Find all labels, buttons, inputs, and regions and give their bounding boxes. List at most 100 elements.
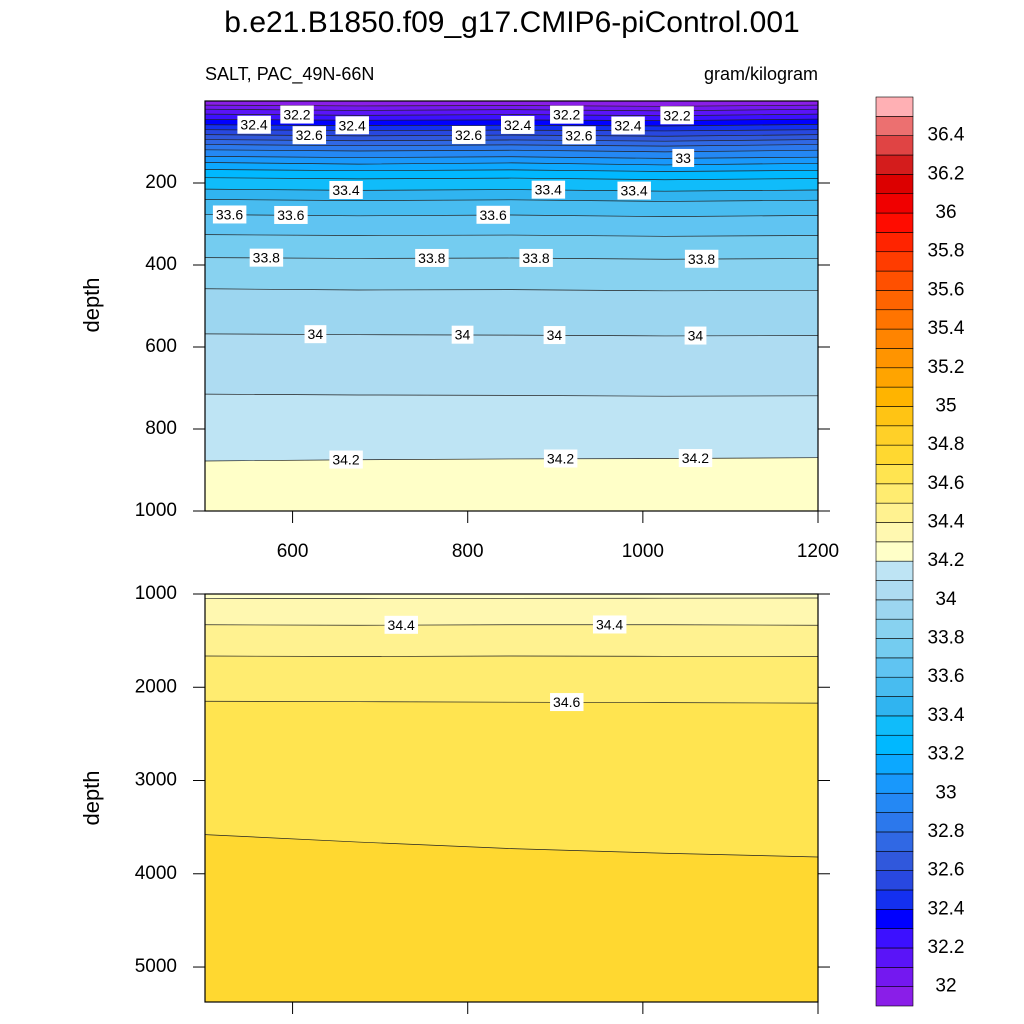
- contour-line: [205, 288, 818, 292]
- colorbar-box: [875, 270, 914, 291]
- colorbar-box: [875, 889, 914, 910]
- colorbar-box: [875, 483, 914, 504]
- contour-label: 33.8: [418, 250, 445, 266]
- colorbar-label: 36: [935, 202, 956, 223]
- contour-line: [205, 700, 818, 704]
- contour-line: [205, 597, 818, 600]
- contour-label: 34: [455, 327, 471, 343]
- contour-label-box: [451, 125, 486, 144]
- colorbar-box: [875, 580, 914, 601]
- colorbar-box: [875, 715, 914, 736]
- colorbar-label: 32.2: [928, 937, 965, 958]
- colorbar-label: 33.6: [928, 666, 965, 687]
- y-tick-label: 4000: [135, 863, 177, 884]
- contour-line: [205, 156, 818, 159]
- contour-label-box: [562, 126, 596, 145]
- contour-label: 32.6: [455, 127, 482, 143]
- colorbar-label: 33: [935, 782, 956, 803]
- colorbar-box: [875, 967, 914, 987]
- colorbar-box: [875, 425, 914, 446]
- colorbar-box: [875, 812, 914, 833]
- contour-label-box: [660, 106, 694, 125]
- contour-label: 34: [688, 328, 704, 344]
- colorbar-box: [875, 502, 914, 523]
- contour-label-box: [611, 116, 645, 135]
- contour-label: 34.2: [682, 450, 709, 466]
- contour-label: 32.2: [283, 107, 310, 123]
- colorbar-box: [875, 444, 914, 465]
- contour-label-box: [335, 116, 369, 135]
- contour-label-box: [550, 105, 584, 124]
- colorbar-label: 34.2: [928, 550, 965, 571]
- contour-label-box: [329, 180, 363, 199]
- colorbar-box: [875, 174, 914, 195]
- colorbar-label: 33.4: [928, 705, 965, 726]
- colorbar-box: [875, 328, 914, 349]
- contour-fill: [205, 457, 818, 511]
- colorbar-box: [875, 734, 914, 755]
- contour-label-box: [292, 126, 327, 145]
- colorbar-box: [875, 135, 914, 156]
- colorbar-box: [875, 831, 914, 852]
- contour-label: 33.6: [277, 207, 304, 223]
- colorbar-box: [875, 773, 914, 794]
- colorbar-box: [875, 309, 914, 330]
- y-tick-label: 1000: [135, 583, 177, 604]
- contour-fill: [205, 834, 818, 1002]
- colorbar-label: 36.2: [928, 163, 965, 184]
- contour-line: [205, 149, 818, 153]
- contour-label: 34.6: [553, 694, 580, 710]
- colorbar-box: [875, 406, 914, 427]
- colorbar-box: [875, 464, 914, 485]
- y-tick-label: 1000: [135, 500, 177, 521]
- contour-label: 34.4: [596, 616, 623, 632]
- colorbar-box: [875, 232, 914, 253]
- contour-label: 33.4: [620, 183, 647, 199]
- colorbar-label: 32.4: [928, 898, 965, 919]
- y-tick-label: 5000: [135, 956, 177, 977]
- colorbar-label: 35.6: [928, 279, 965, 300]
- contour-label-box: [304, 325, 327, 344]
- contour-label: 32.6: [296, 127, 323, 143]
- colorbar-box: [875, 367, 914, 388]
- contour-label: 33.6: [216, 206, 243, 222]
- contour-label: 33.4: [332, 182, 359, 198]
- contour-label-box: [543, 326, 566, 345]
- colorbar-box: [875, 986, 914, 1007]
- contour-label-box: [672, 148, 695, 167]
- colorbar-label: 35.2: [928, 357, 965, 378]
- contour-line: [205, 199, 818, 202]
- contour-line: [205, 177, 818, 181]
- contour-label: 32.2: [663, 107, 690, 123]
- colorbar-label: 32.8: [928, 821, 965, 842]
- colorbar-box: [875, 850, 914, 871]
- subtitle-right: gram/kilogram: [704, 64, 818, 84]
- x-tick-label: 1000: [622, 541, 664, 562]
- colorbar-label: 35: [935, 395, 956, 416]
- colorbar-box: [875, 638, 914, 659]
- contour-label-box: [212, 205, 247, 224]
- colorbar-label: 32: [935, 976, 956, 997]
- plot-frame: [204, 593, 819, 1003]
- y-tick-label: 3000: [135, 770, 177, 791]
- contour-line: [205, 834, 818, 858]
- contour-label: 33: [675, 150, 691, 166]
- contour-label-box: [451, 325, 474, 344]
- contour-label: 32.4: [240, 117, 267, 133]
- contour-label-box: [384, 615, 418, 634]
- y-axis-label: depth: [79, 770, 104, 825]
- colorbar-box: [875, 657, 914, 678]
- contour-label: 33.8: [253, 250, 280, 266]
- colorbar-box: [875, 618, 914, 639]
- y-tick-label: 200: [145, 172, 177, 193]
- contour-label: 34.2: [332, 452, 359, 468]
- contour-label: 32.4: [614, 118, 641, 134]
- colorbar-box: [875, 212, 914, 233]
- contour-label: 32.4: [504, 117, 531, 133]
- colorbar-label: 34.6: [928, 473, 965, 494]
- contour-label: 34: [547, 327, 563, 343]
- colorbar-label: 33.8: [928, 628, 965, 649]
- y-axis-label: depth: [79, 277, 104, 332]
- colorbar-label: 34: [935, 589, 957, 610]
